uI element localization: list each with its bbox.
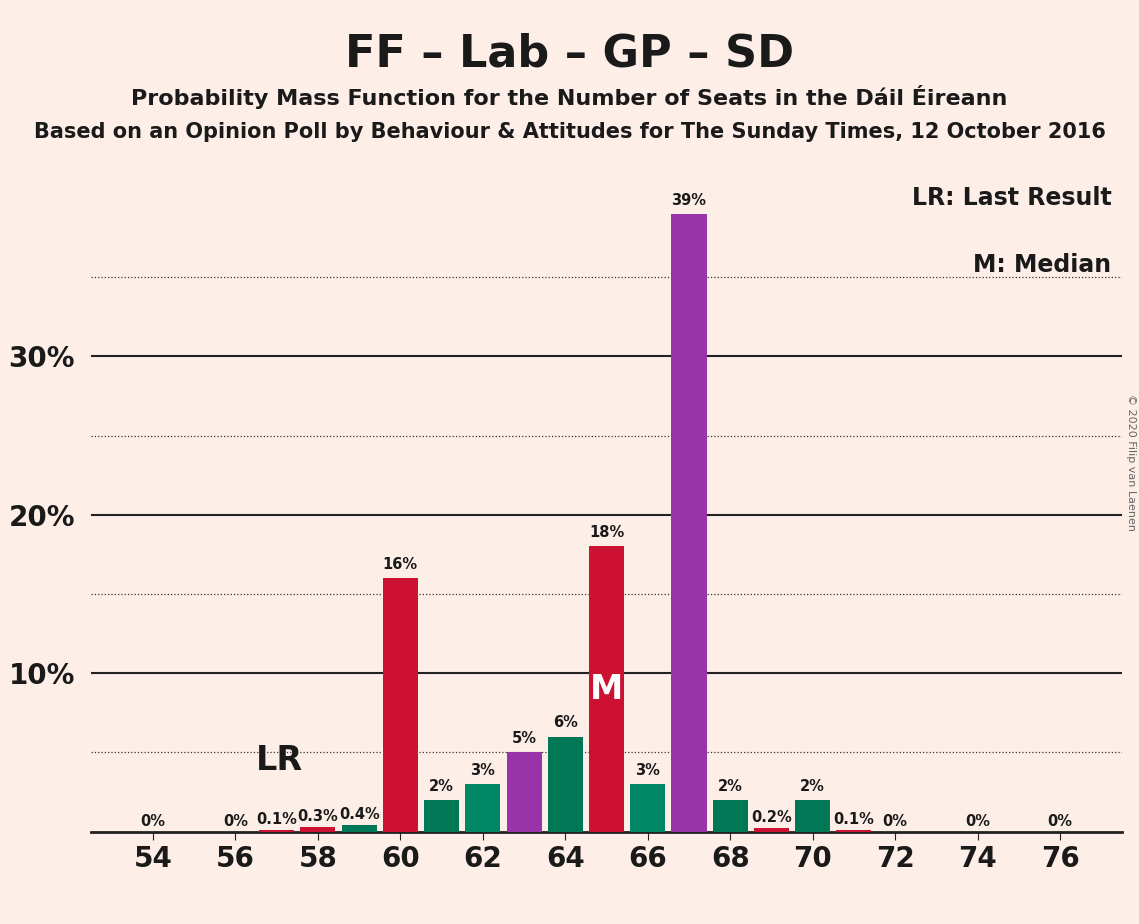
Text: M: Median: M: Median — [974, 253, 1112, 277]
Bar — [713, 800, 747, 832]
Bar — [672, 213, 706, 832]
Bar — [466, 784, 500, 832]
Bar — [548, 736, 583, 832]
Bar — [795, 800, 830, 832]
Bar — [424, 800, 459, 832]
Text: 2%: 2% — [718, 779, 743, 794]
Text: 0%: 0% — [140, 814, 165, 829]
Text: 0.1%: 0.1% — [256, 812, 297, 827]
Text: LR: LR — [256, 744, 303, 777]
Bar — [836, 830, 871, 832]
Bar — [383, 578, 418, 832]
Text: 39%: 39% — [672, 192, 706, 208]
Text: 0.2%: 0.2% — [751, 810, 792, 825]
Bar — [342, 825, 377, 832]
Bar — [260, 830, 294, 832]
Text: 16%: 16% — [383, 557, 418, 572]
Text: LR: Last Result: LR: Last Result — [912, 187, 1112, 211]
Bar — [630, 784, 665, 832]
Text: 18%: 18% — [589, 525, 624, 541]
Bar — [754, 829, 789, 832]
Bar — [301, 827, 335, 832]
Text: 0%: 0% — [965, 814, 990, 829]
Bar — [507, 752, 541, 832]
Text: FF – Lab – GP – SD: FF – Lab – GP – SD — [345, 32, 794, 76]
Text: 0%: 0% — [223, 814, 248, 829]
Text: 0.1%: 0.1% — [834, 812, 875, 827]
Text: 5%: 5% — [511, 731, 536, 746]
Text: 2%: 2% — [801, 779, 825, 794]
Text: 6%: 6% — [552, 715, 577, 730]
Text: © 2020 Filip van Laenen: © 2020 Filip van Laenen — [1126, 394, 1136, 530]
Text: M: M — [590, 673, 623, 706]
Text: 0.4%: 0.4% — [338, 807, 379, 822]
Text: 0%: 0% — [883, 814, 908, 829]
Text: 0%: 0% — [1048, 814, 1073, 829]
Text: 3%: 3% — [636, 762, 661, 778]
Text: Probability Mass Function for the Number of Seats in the Dáil Éireann: Probability Mass Function for the Number… — [131, 85, 1008, 109]
Text: Based on an Opinion Poll by Behaviour & Attitudes for The Sunday Times, 12 Octob: Based on an Opinion Poll by Behaviour & … — [33, 122, 1106, 142]
Text: 0.3%: 0.3% — [297, 808, 338, 823]
Text: 3%: 3% — [470, 762, 495, 778]
Bar — [589, 546, 624, 832]
Text: 2%: 2% — [429, 779, 454, 794]
